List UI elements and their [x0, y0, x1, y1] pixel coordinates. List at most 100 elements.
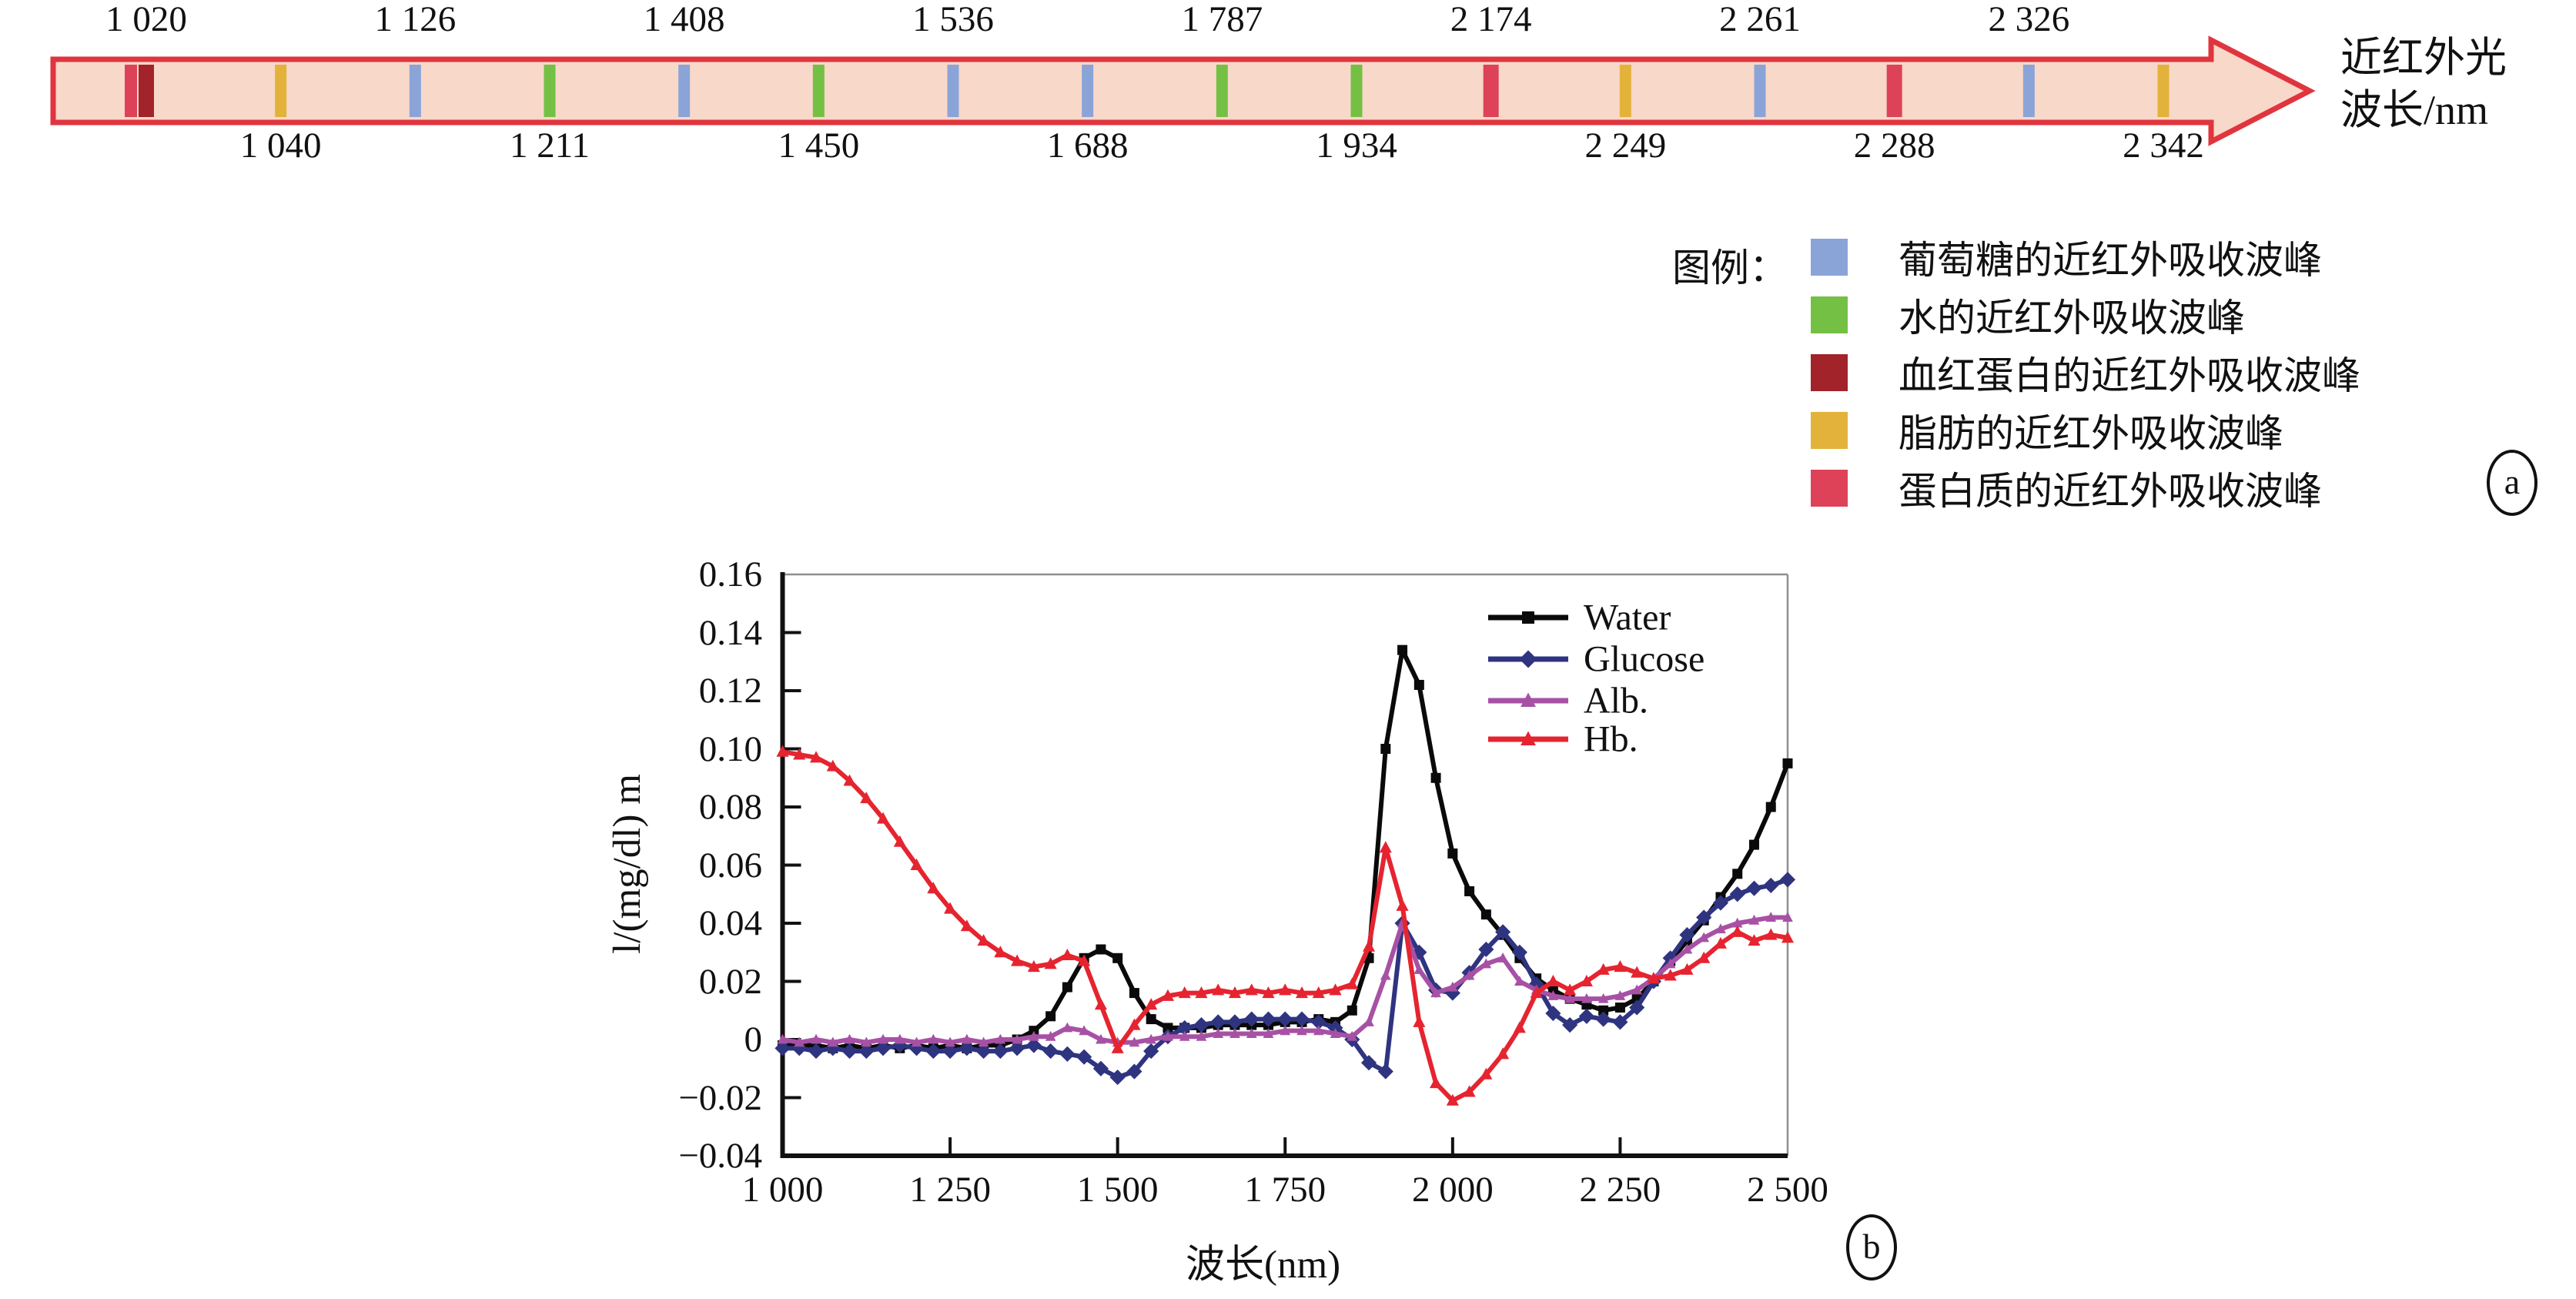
triangle-marker-icon: [1446, 1093, 1459, 1106]
series-alb: [777, 912, 1793, 1047]
square-marker-icon: [1598, 1005, 1609, 1016]
triangle-marker-icon: [1263, 1028, 1274, 1038]
x-tick-label: 1 000: [741, 1170, 824, 1210]
absorption-band-protein-1020: [125, 65, 137, 117]
diamond-marker-icon: [1511, 944, 1527, 960]
absorption-band-water-1450: [812, 65, 825, 117]
square-marker-icon: [1480, 909, 1491, 920]
triangle-marker-icon: [1045, 1030, 1056, 1041]
triangle-marker-icon: [1781, 931, 1795, 943]
diamond-marker-icon: [1176, 1019, 1193, 1036]
triangle-marker-icon: [1213, 1028, 1224, 1038]
y-tick-label: 0.04: [698, 903, 762, 943]
triangle-marker-icon: [1698, 932, 1710, 942]
triangle-marker-icon: [1245, 983, 1258, 996]
square-marker-icon: [1096, 944, 1106, 955]
diamond-marker-icon: [858, 1043, 875, 1060]
triangle-marker-icon: [878, 1033, 888, 1044]
wavelength-label-1020: 1 020: [105, 0, 187, 39]
triangle-marker-icon: [1347, 1030, 1358, 1041]
triangle-marker-icon: [1464, 969, 1475, 980]
chart-legend-entry-hb: [1488, 731, 1568, 745]
triangle-marker-icon: [1380, 969, 1391, 980]
triangle-marker-icon: [1430, 987, 1441, 998]
triangle-marker-icon: [1564, 983, 1577, 996]
x-tick-label: 2 250: [1579, 1170, 1661, 1210]
absorption-band-fat-2342: [2157, 65, 2170, 117]
triangle-marker-icon: [960, 919, 973, 932]
square-marker-icon: [1062, 982, 1072, 993]
diamond-marker-icon: [1210, 1014, 1226, 1030]
triangle-marker-icon: [1111, 1041, 1124, 1053]
x-axis-label: 波长(nm): [1186, 1244, 1341, 1287]
absorption-band-glucose-2326: [2022, 65, 2035, 117]
nir-arrow: [50, 35, 2316, 146]
diamond-marker-icon: [774, 1040, 791, 1056]
triangle-marker-icon: [1279, 983, 1292, 996]
triangle-marker-icon: [1547, 990, 1559, 1000]
diamond-marker-icon: [1360, 1055, 1377, 1071]
triangle-marker-icon: [1480, 958, 1492, 969]
diamond-marker-icon: [1193, 1017, 1209, 1033]
triangle-marker-icon: [1295, 986, 1309, 999]
triangle-marker-icon: [826, 759, 839, 772]
triangle-marker-icon: [1514, 976, 1525, 986]
diamond-marker-icon: [1243, 1011, 1260, 1027]
diamond-marker-icon: [808, 1043, 825, 1060]
triangle-marker-icon: [1296, 1025, 1307, 1036]
y-tick-label: 0.10: [698, 728, 762, 769]
diamond-marker-icon: [925, 1043, 942, 1060]
triangle-marker-icon: [1513, 1021, 1526, 1033]
triangle-marker-icon: [1145, 998, 1158, 1010]
diamond-marker-icon: [1009, 1040, 1025, 1056]
diamond-marker-icon: [1779, 872, 1796, 888]
panel-a-tag: a: [2487, 450, 2538, 516]
diamond-marker-icon: [1025, 1037, 1042, 1053]
x-tick-label: 2 500: [1747, 1170, 1828, 1210]
triangle-marker-icon: [1547, 974, 1560, 986]
triangle-marker-icon: [1748, 934, 1761, 946]
legend-item-label: 葡萄糖的近红外吸收波峰: [1899, 239, 2322, 282]
triangle-marker-icon: [928, 1033, 939, 1044]
square-marker-icon: [1782, 758, 1793, 768]
square-marker-icon: [1748, 839, 1759, 850]
square-marker-icon: [1163, 1023, 1173, 1033]
diamond-marker-icon: [1595, 1011, 1611, 1027]
wavelength-label-1934: 1 934: [1316, 126, 1397, 166]
triangle-marker-icon: [1782, 912, 1793, 922]
wavelength-label-2174: 2 174: [1450, 0, 1532, 39]
triangle-marker-icon: [1096, 1033, 1106, 1044]
absorption-band-glucose-2261: [1754, 65, 1766, 117]
diamond-marker-icon: [1562, 1017, 1578, 1033]
wavelength-label-1787: 1 787: [1181, 0, 1263, 39]
legend-item-fat: 脂肪的近红外吸收波峰: [1811, 410, 2283, 455]
wavelength-label-2288: 2 288: [1853, 126, 1935, 166]
triangle-marker-icon: [1581, 993, 1592, 1003]
triangle-marker-icon: [1521, 731, 1536, 745]
diamond-marker-icon: [1277, 1011, 1293, 1027]
triangle-marker-icon: [809, 751, 823, 763]
triangle-marker-icon: [1430, 1076, 1443, 1089]
square-marker-icon: [1464, 886, 1475, 896]
triangle-marker-icon: [995, 1033, 1006, 1044]
triangle-marker-icon: [1079, 1025, 1090, 1036]
triangle-marker-icon: [1521, 692, 1536, 707]
y-tick-label: 0.12: [698, 671, 762, 711]
triangle-marker-icon: [876, 812, 890, 824]
diamond-marker-icon: [1126, 1063, 1142, 1080]
triangle-marker-icon: [1146, 1033, 1157, 1044]
legend-item-protein: 蛋白质的近红外吸收波峰: [1811, 468, 2322, 513]
triangle-marker-icon: [794, 1036, 805, 1047]
triangle-marker-icon: [1480, 1067, 1493, 1080]
absorption-band-glucose-1408: [678, 65, 691, 117]
absorption-band-fat-2249: [1619, 65, 1631, 117]
diamond-marker-icon: [1712, 895, 1729, 911]
square-marker-icon: [1347, 1005, 1357, 1016]
diamond-marker-icon: [1042, 1043, 1059, 1060]
protein-swatch-icon: [1811, 470, 1848, 507]
y-tick-label: 0.14: [698, 612, 762, 653]
series-glucose: [774, 872, 1796, 1086]
triangle-marker-icon: [1497, 952, 1508, 963]
triangle-marker-icon: [1313, 1025, 1324, 1036]
